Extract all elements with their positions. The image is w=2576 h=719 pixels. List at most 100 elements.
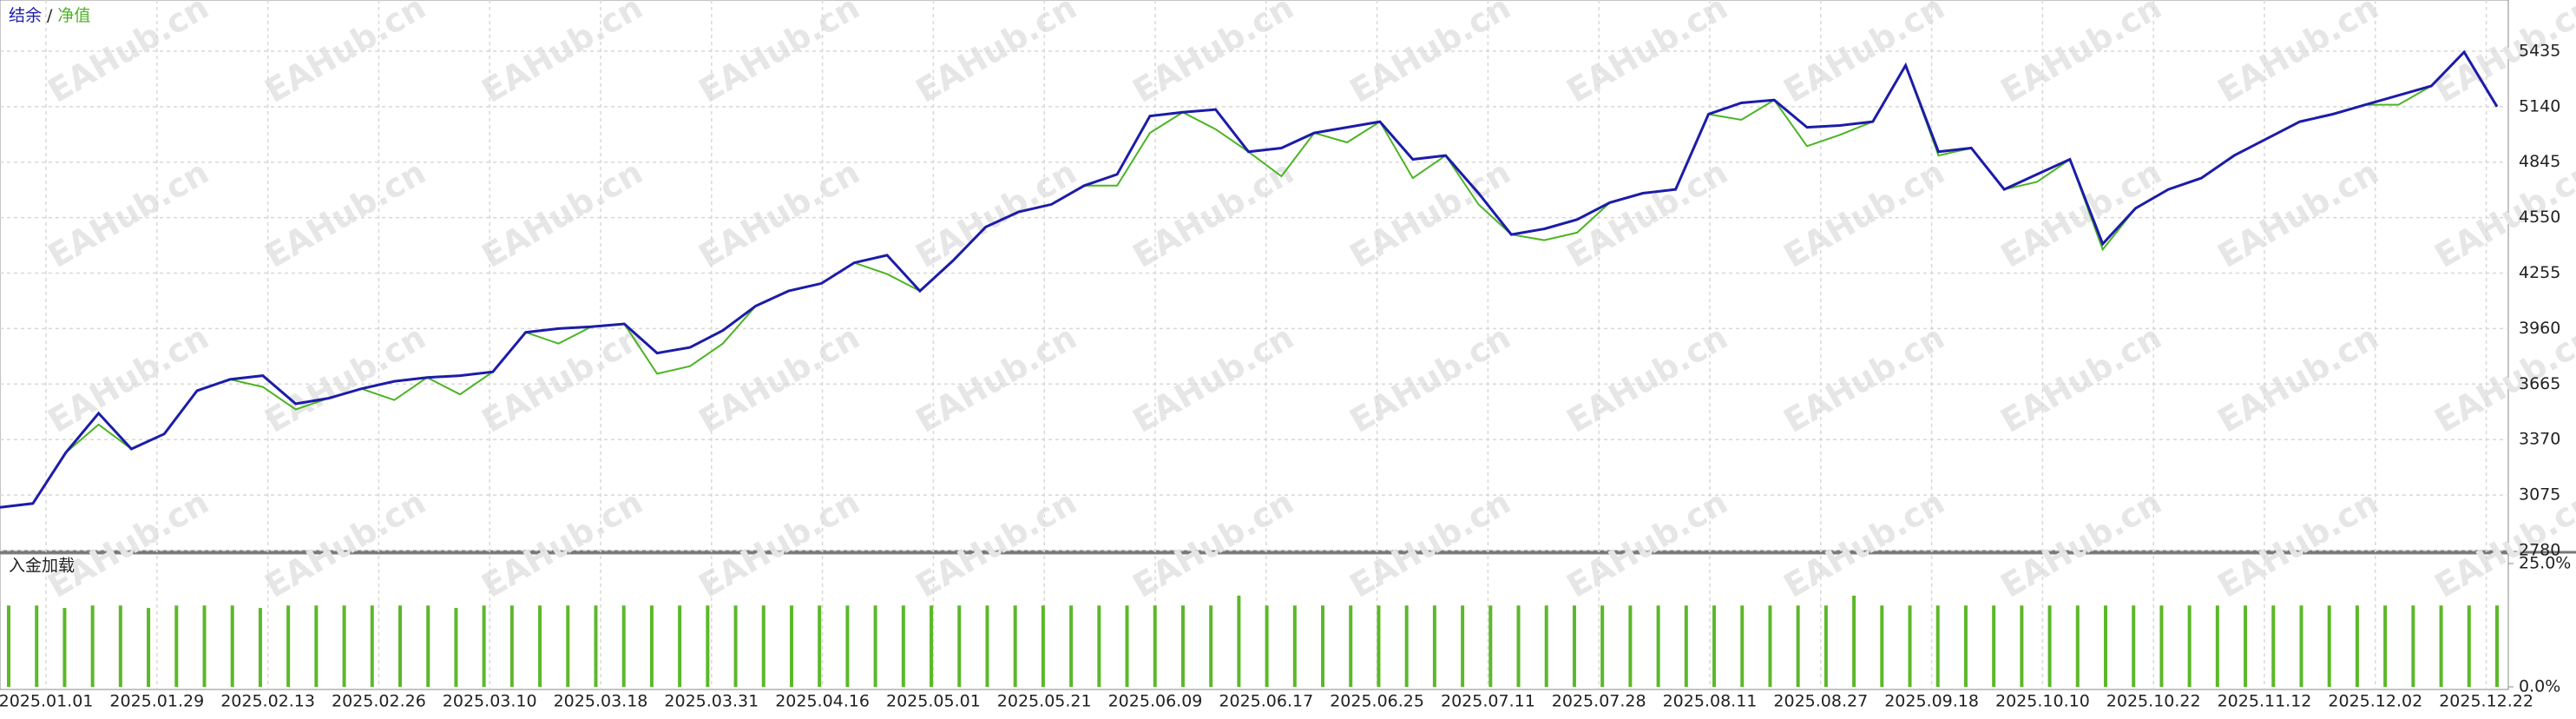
- bar: [230, 605, 234, 687]
- x-tick-label: 2025.04.16: [775, 692, 870, 711]
- bar: [1852, 595, 1856, 687]
- watermark: EAHub.cn: [1344, 0, 1517, 110]
- y-tick-label: 0.0%: [2519, 677, 2560, 696]
- bar: [1041, 605, 1045, 687]
- bar: [118, 605, 122, 687]
- bar: [2047, 605, 2052, 687]
- bar: [2467, 605, 2471, 687]
- x-tick-label: 2025.10.10: [1995, 692, 2090, 711]
- bar: [398, 605, 402, 687]
- bar: [1069, 605, 1074, 687]
- bar: [1237, 595, 1241, 687]
- watermark: EAHub.cn: [1994, 153, 2168, 275]
- bar: [2355, 605, 2359, 687]
- y-tick-label: 3370: [2519, 430, 2560, 449]
- y-tick-label: 4255: [2519, 263, 2560, 282]
- legend-equity: 净值: [57, 6, 90, 25]
- bar: [1432, 605, 1436, 687]
- bar: [818, 605, 822, 687]
- bar: [314, 605, 319, 687]
- watermark: EAHub.cn: [259, 483, 432, 605]
- x-tick-label: 2025.02.26: [332, 692, 426, 711]
- bar: [957, 605, 962, 687]
- x-tick-label: 2025.03.10: [443, 692, 537, 711]
- watermark: EAHub.cn: [476, 0, 649, 110]
- watermark: EAHub.cn: [1344, 153, 1517, 275]
- x-tick-label: 2025.06.09: [1108, 692, 1203, 711]
- bar: [1600, 605, 1605, 687]
- bar: [901, 605, 905, 687]
- bar: [2383, 605, 2388, 687]
- y-tick-label: 3665: [2519, 374, 2560, 393]
- watermark: EAHub.cn: [1127, 483, 1300, 605]
- bar: [1180, 605, 1185, 687]
- watermark: EAHub.cn: [2211, 0, 2385, 110]
- bar: [1572, 605, 1576, 687]
- watermark: EAHub.cn: [1778, 153, 1951, 275]
- bar: [1265, 605, 1269, 687]
- bar: [90, 605, 95, 687]
- x-tick-label: 2025.02.13: [220, 692, 315, 711]
- watermark: EAHub.cn: [1127, 0, 1300, 110]
- watermark: EAHub.cn: [693, 153, 866, 275]
- watermark: EAHub.cn: [1778, 483, 1951, 605]
- bar: [509, 605, 514, 687]
- bar: [1516, 605, 1521, 687]
- bar: [482, 605, 486, 687]
- watermark: EAHub.cn: [693, 318, 866, 440]
- watermark: EAHub.cn: [910, 153, 1083, 275]
- bar: [761, 605, 766, 687]
- bar: [2020, 605, 2024, 687]
- watermark: EAHub.cn: [2211, 483, 2385, 605]
- bar: [1712, 605, 1717, 687]
- bar: [566, 605, 570, 687]
- watermark: EAHub.cn: [910, 0, 1083, 110]
- x-tick-label: 2025.03.31: [664, 692, 759, 711]
- x-tick-label: 2025.06.17: [1219, 692, 1313, 711]
- bar: [2495, 605, 2499, 687]
- bar: [789, 605, 793, 687]
- bar: [1740, 605, 1745, 687]
- bar: [2327, 605, 2331, 687]
- bar: [1097, 605, 1101, 687]
- watermark: EAHub.cn: [1561, 318, 1734, 440]
- bar: [1377, 605, 1381, 687]
- watermark: EAHub.cn: [1561, 483, 1734, 605]
- balance-line: [0, 49, 2499, 509]
- x-tick-label: 2025.12.02: [2328, 692, 2422, 711]
- y-tick-label: 4845: [2519, 152, 2560, 171]
- bar: [1963, 605, 1968, 687]
- x-tick-label: 2025.03.18: [554, 692, 648, 711]
- bar: [2132, 605, 2136, 687]
- bar: [1824, 605, 1828, 687]
- bar: [2104, 605, 2108, 687]
- bar: [1125, 605, 1129, 687]
- bar: [286, 605, 291, 687]
- bar: [2215, 605, 2219, 687]
- legend-separator: /: [47, 6, 53, 25]
- watermark: EAHub.cn: [910, 318, 1083, 440]
- y-tick-label: 3960: [2519, 319, 2560, 338]
- bar: [258, 608, 262, 687]
- bar: [2187, 605, 2192, 687]
- y-tick-label: 2780: [2519, 541, 2560, 560]
- x-tick-label: 2025.08.27: [1773, 692, 1868, 711]
- bar: [1544, 605, 1548, 687]
- y-tick-label: 5140: [2519, 96, 2560, 115]
- x-tick-label: 2025.05.21: [997, 692, 1092, 711]
- bar: [35, 605, 39, 687]
- bar: [594, 605, 598, 687]
- bar: [985, 605, 989, 687]
- watermark: EAHub.cn: [1127, 318, 1300, 440]
- bar: [454, 608, 458, 687]
- bar: [1349, 605, 1353, 687]
- x-tick-label: 2025.11.12: [2218, 692, 2312, 711]
- watermarks: EAHub.cn EAHub.cn EAHub.cn EAHub.cn EAHub.cn…: [42, 0, 2576, 605]
- bar: [1153, 605, 1157, 687]
- bar: [538, 605, 542, 687]
- x-tick-label: 2025.07.11: [1441, 692, 1535, 711]
- bar: [342, 605, 346, 687]
- legend: 结余 / 净值: [9, 6, 90, 25]
